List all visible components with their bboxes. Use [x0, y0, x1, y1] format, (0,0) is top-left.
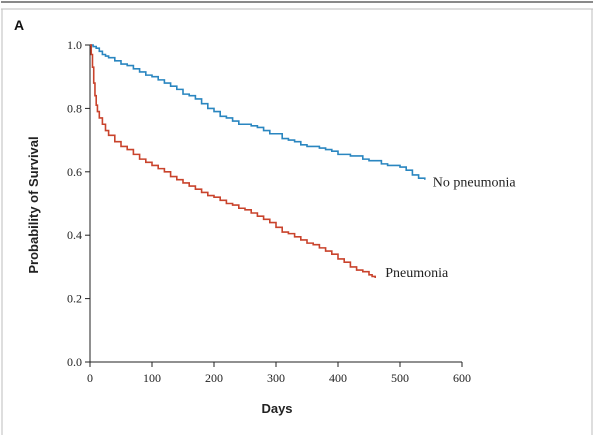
x-tick-label: 200	[205, 371, 223, 385]
x-tick-label: 600	[453, 371, 471, 385]
y-tick-label: 0.6	[67, 165, 82, 179]
x-tick-label: 100	[143, 371, 161, 385]
x-tick-label: 300	[267, 371, 285, 385]
y-tick-label: 0.0	[67, 355, 82, 369]
y-axis-title: Probability of Survival	[26, 136, 41, 273]
axes: 0.0 0.2 0.4 0.6 0.8 1.0 0 100 200 300 400 500 600	[67, 38, 471, 385]
y-tick-label: 0.8	[67, 101, 82, 115]
panel-label: A	[14, 17, 24, 33]
series-line-no-pneumonia	[90, 44, 426, 180]
x-tick-label: 400	[329, 371, 347, 385]
x-tick-label: 0	[87, 371, 93, 385]
series-line-pneumonia	[90, 44, 376, 278]
y-tick-label: 0.2	[67, 292, 82, 306]
series-layer: No pneumonia Pneumonia	[90, 44, 517, 281]
series-label-no-pneumonia: No pneumonia	[433, 176, 517, 191]
x-tick-label: 500	[391, 371, 409, 385]
series-label-pneumonia: Pneumonia	[385, 266, 449, 281]
y-tick-label: 0.4	[67, 228, 82, 242]
y-tick-label: 1.0	[67, 38, 82, 52]
x-axis-title: Days	[261, 401, 292, 416]
